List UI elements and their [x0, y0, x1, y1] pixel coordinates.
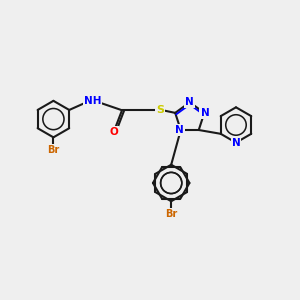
Text: S: S: [156, 105, 164, 115]
Text: N: N: [200, 108, 209, 118]
Text: N: N: [176, 125, 184, 135]
Text: NH: NH: [84, 95, 101, 106]
Text: Br: Br: [165, 208, 177, 219]
Text: N: N: [185, 97, 194, 107]
Text: Br: Br: [47, 145, 59, 155]
Text: O: O: [110, 127, 118, 137]
Text: N: N: [232, 138, 240, 148]
